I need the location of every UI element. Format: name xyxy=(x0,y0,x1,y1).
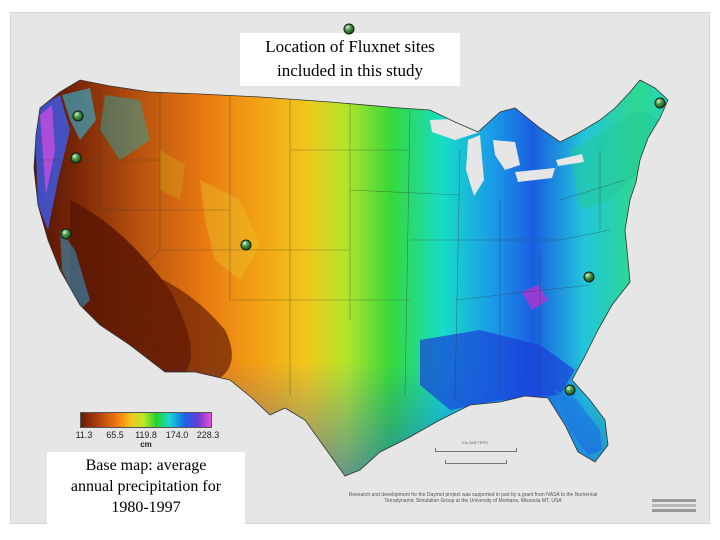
legend-tick: 65.5 xyxy=(106,430,124,440)
legend-tick: 174.0 xyxy=(165,430,189,440)
scale-bar: KILOMETERS xyxy=(425,440,525,480)
legend-unit: cm xyxy=(140,440,152,449)
base-note-line-2: annual precipitation for xyxy=(70,478,222,495)
map-title: Location of Fluxnet sites included in th… xyxy=(240,33,460,86)
site-marker-pacific-nw-north[interactable] xyxy=(72,110,84,122)
base-note-line-3: 1980-1997 xyxy=(111,499,181,516)
title-line-1: Location of Fluxnet sites xyxy=(265,37,435,56)
legend-tick: 11.3 xyxy=(75,430,93,440)
site-marker-north-carolina[interactable] xyxy=(583,271,595,283)
legend-tick: 119.8 xyxy=(135,430,157,440)
legend-tick: 228.3 xyxy=(196,430,220,440)
precipitation-legend: 11.3 65.5 119.8 174.0 228.3 cm xyxy=(76,412,219,452)
site-marker-pacific-nw-south[interactable] xyxy=(70,152,82,164)
site-marker-top[interactable] xyxy=(343,23,355,35)
base-map-note: Base map: average annual precipitation f… xyxy=(47,452,245,524)
site-marker-maine[interactable] xyxy=(654,97,666,109)
credit-text: Research and development for the Daymet … xyxy=(348,492,598,504)
title-line-2: included in this study xyxy=(277,61,423,80)
legend-color-bar xyxy=(80,412,212,428)
base-note-line-1: Base map: average xyxy=(85,457,207,474)
site-marker-florida[interactable] xyxy=(564,384,576,396)
scale-bar-label: KILOMETERS xyxy=(462,440,488,445)
site-marker-colorado[interactable] xyxy=(240,239,252,251)
site-marker-california[interactable] xyxy=(60,228,72,240)
ntsg-logo xyxy=(652,497,696,517)
state-boundaries xyxy=(40,88,626,401)
